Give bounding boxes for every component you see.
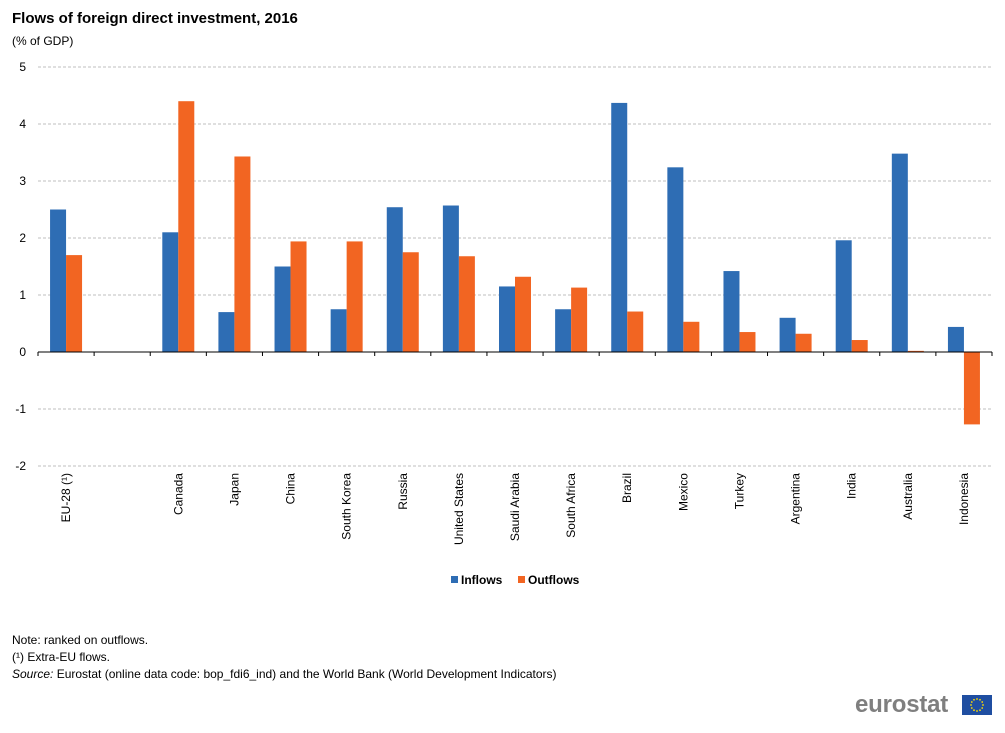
bar-inflows (555, 309, 572, 352)
category-label: Indonesia (957, 473, 971, 525)
logo-text: eurostat (855, 691, 949, 718)
chart-subtitle: (% of GDP) (12, 34, 74, 48)
legend-label-outflows: Outflows (528, 573, 580, 587)
category-label: United States (452, 473, 466, 545)
flag-star (982, 704, 984, 706)
category-label: Russia (396, 473, 410, 510)
category-label: Japan (227, 473, 241, 506)
legend-swatch-inflows (451, 576, 458, 583)
flag-star (970, 704, 972, 706)
note-source: Source: Eurostat (online data code: bop_… (12, 667, 557, 681)
bar-outflows (178, 101, 195, 352)
flag-star (981, 707, 984, 709)
y-tick-label: 4 (19, 117, 26, 131)
bar-inflows (667, 167, 684, 352)
bar-inflows (330, 309, 347, 352)
bar-outflows (795, 333, 812, 352)
source-text: Eurostat (online data code: bop_fdi6_ind… (53, 667, 557, 681)
category-label: Argentina (789, 473, 803, 525)
bar-outflows (346, 241, 363, 352)
bar-outflows (402, 252, 419, 352)
category-label: India (845, 473, 859, 499)
bar-inflows (442, 205, 459, 352)
chart-title: Flows of foreign direct investment, 2016 (12, 10, 298, 27)
bar-inflows (835, 240, 852, 352)
bar-outflows (515, 276, 531, 352)
flag-star (973, 698, 975, 701)
category-label: South Korea (340, 473, 354, 540)
y-tick-label: 0 (19, 345, 26, 359)
bar-outflows (683, 321, 700, 352)
category-label: Mexico (676, 473, 690, 511)
category-label: Australia (901, 473, 915, 520)
bar-inflows (162, 232, 179, 352)
bar-inflows (611, 102, 628, 352)
flag-star (973, 709, 975, 712)
flag-star (970, 701, 973, 703)
category-label: Saudi Arabia (508, 473, 522, 541)
category-label: Turkey (732, 473, 746, 509)
bar-outflows (963, 352, 980, 425)
flag-star (979, 698, 981, 701)
bar-inflows (218, 312, 235, 352)
flag-star (981, 701, 984, 703)
eu-flag-icon (962, 695, 992, 715)
bar-inflows (723, 271, 740, 352)
y-tick-label: 2 (19, 231, 26, 245)
bar-inflows (891, 153, 908, 352)
bar-inflows (274, 266, 291, 352)
bar-inflows (947, 326, 964, 352)
note-ranking: Note: ranked on outflows. (12, 633, 149, 647)
y-tick-label: 5 (19, 60, 26, 74)
bar-outflows (739, 332, 756, 352)
bar-inflows (50, 209, 67, 352)
bar-inflows (779, 317, 796, 352)
note-footnote: (¹) Extra-EU flows. (12, 650, 111, 664)
bar-outflows (907, 350, 924, 352)
y-tick-label: 1 (19, 288, 26, 302)
flag-star (976, 710, 978, 712)
y-tick-label: -1 (15, 402, 26, 416)
category-label: China (284, 473, 298, 505)
bar-inflows (386, 207, 403, 352)
legend-swatch-outflows (518, 576, 525, 583)
bar-outflows (627, 311, 644, 352)
bar-outflows (851, 340, 868, 352)
bar-chart: -2 -1 0 1 2 3 4 5 EU-28 (¹) Canada Japan China South… (15, 60, 993, 587)
source-label: Source: (12, 667, 54, 681)
bar-outflows (290, 241, 307, 352)
y-tick-label: -2 (15, 459, 26, 473)
bar-outflows (66, 255, 83, 352)
flag-star (976, 698, 978, 700)
y-tick-label: 3 (19, 174, 26, 188)
category-label: EU-28 (¹) (59, 473, 73, 522)
flag-star (970, 707, 973, 709)
bar-outflows (234, 156, 251, 352)
bar-outflows (571, 287, 588, 352)
flag-star (979, 709, 981, 712)
bar-inflows (499, 286, 515, 352)
category-label: Brazil (620, 473, 634, 503)
category-label: Canada (171, 473, 185, 515)
legend-label-inflows: Inflows (461, 573, 503, 587)
bar-outflows (458, 256, 475, 352)
category-label: South Africa (564, 473, 578, 538)
